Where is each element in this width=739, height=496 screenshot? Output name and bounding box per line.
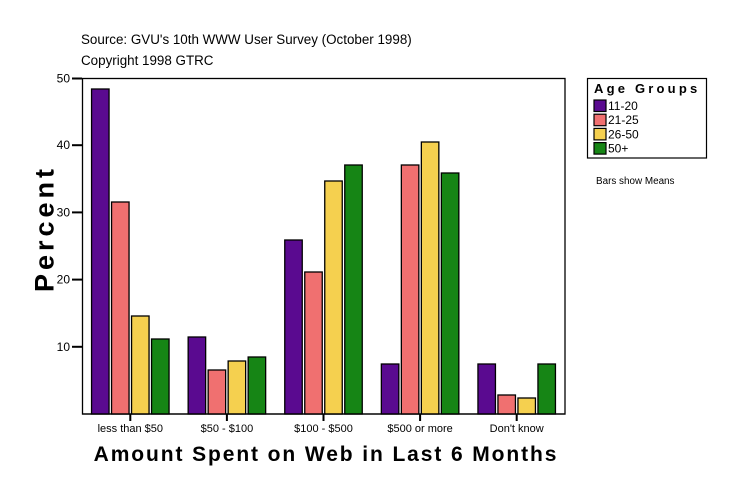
svg-text:Percent: Percent bbox=[30, 165, 60, 292]
svg-text:Bars show Means: Bars show Means bbox=[596, 176, 675, 187]
svg-text:10: 10 bbox=[57, 340, 71, 354]
svg-text:$500 or more: $500 or more bbox=[387, 423, 452, 435]
svg-text:50: 50 bbox=[57, 72, 71, 86]
svg-text:11-20: 11-20 bbox=[608, 99, 638, 113]
svg-text:Age Groups: Age Groups bbox=[594, 81, 700, 96]
svg-text:40: 40 bbox=[57, 138, 71, 152]
svg-text:Copyright 1998 GTRC: Copyright 1998 GTRC bbox=[81, 53, 214, 68]
svg-text:Source: GVU's 10th WWW User Su: Source: GVU's 10th WWW User Survey (Octo… bbox=[81, 32, 412, 47]
svg-text:less than $50: less than $50 bbox=[98, 423, 163, 435]
svg-text:21-25: 21-25 bbox=[608, 113, 639, 127]
svg-text:$50 - $100: $50 - $100 bbox=[201, 423, 254, 435]
svg-text:30: 30 bbox=[57, 205, 71, 219]
svg-text:Amount Spent on Web in Last 6: Amount Spent on Web in Last 6 Months bbox=[94, 443, 559, 466]
svg-text:26-50: 26-50 bbox=[608, 127, 639, 141]
svg-text:50+: 50+ bbox=[608, 142, 628, 156]
svg-text:20: 20 bbox=[57, 273, 71, 287]
svg-text:Don't know: Don't know bbox=[490, 423, 544, 435]
svg-text:$100 - $500: $100 - $500 bbox=[294, 423, 353, 435]
